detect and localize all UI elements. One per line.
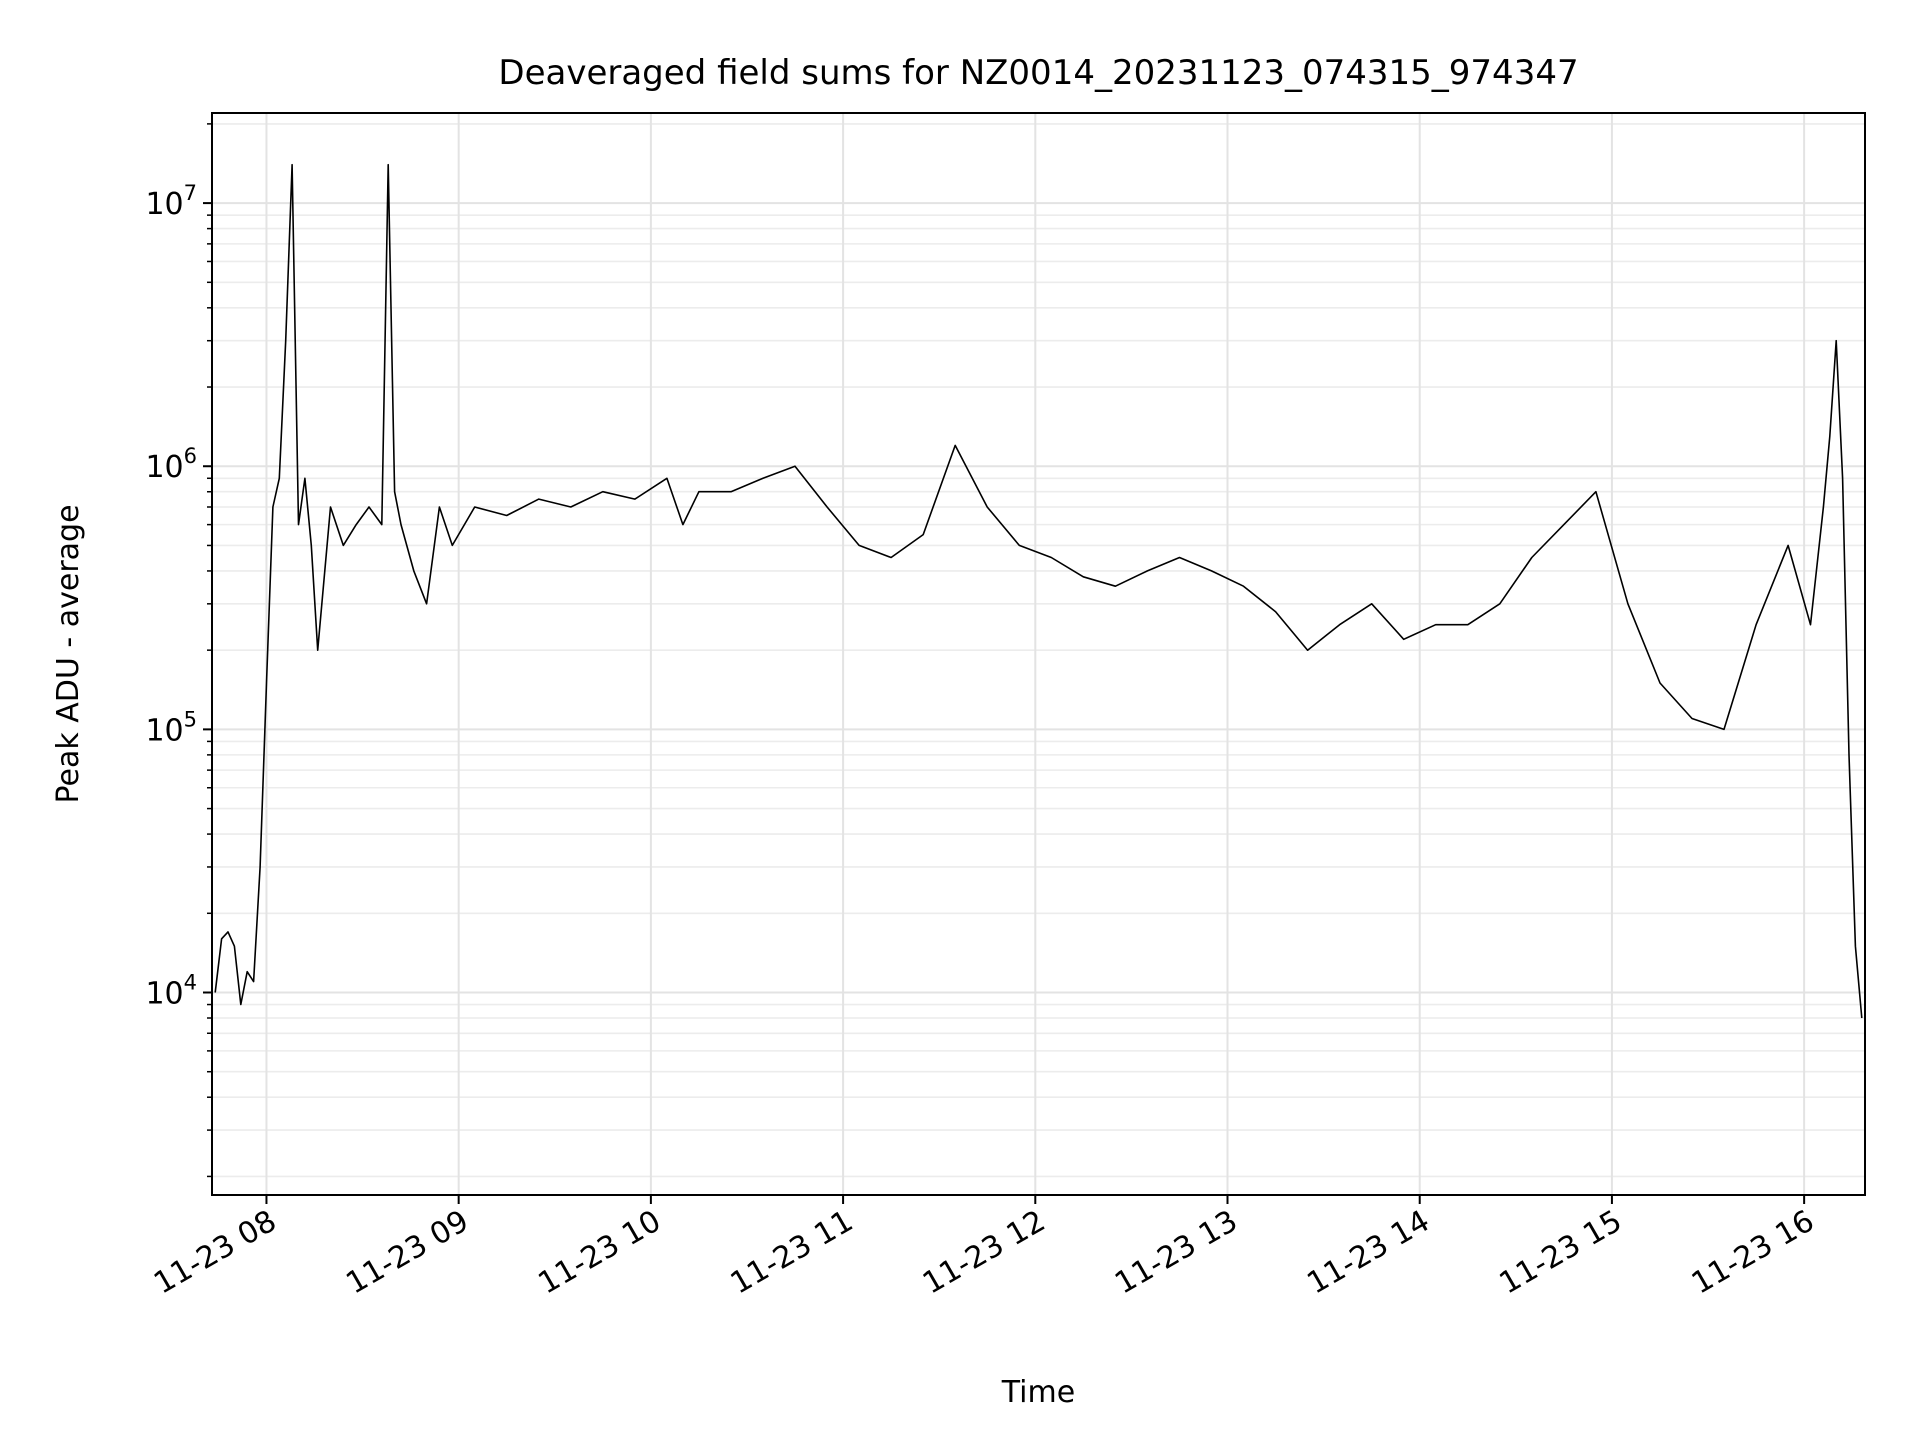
x-axis-label: Time xyxy=(1001,1375,1075,1410)
grid xyxy=(212,113,1865,1195)
x-tick-label: 11-23 10 xyxy=(533,1204,667,1302)
y-tick-label: 107 xyxy=(145,181,197,222)
y-tick-label: 105 xyxy=(145,707,197,748)
y-tick-label: 104 xyxy=(145,971,197,1012)
y-tick-label: 106 xyxy=(145,444,197,485)
y-axis-label: Peak ADU - average xyxy=(51,504,86,803)
series-group xyxy=(214,163,1863,1019)
x-tick-label: 11-23 16 xyxy=(1686,1204,1820,1302)
y-axis-ticks: 104 105 106 107 xyxy=(145,123,212,1178)
x-tick-label: 11-23 14 xyxy=(1301,1204,1435,1302)
data-series-line xyxy=(214,163,1863,1019)
x-tick-label: 11-23 15 xyxy=(1494,1204,1628,1302)
x-axis-ticks: 11-23 08 11-23 09 11-23 10 11-23 11 11-23 12… xyxy=(148,1195,1820,1301)
x-tick-label: 11-23 13 xyxy=(1109,1204,1243,1302)
x-tick-label: 11-23 09 xyxy=(340,1204,474,1302)
chart-title: Deaveraged field sums for NZ0014_2023112… xyxy=(498,53,1578,93)
plot-frame xyxy=(211,112,1866,1196)
x-tick-label: 11-23 12 xyxy=(917,1204,1051,1302)
x-tick-label: 11-23 08 xyxy=(148,1204,282,1302)
x-tick-label: 11-23 11 xyxy=(725,1204,859,1302)
